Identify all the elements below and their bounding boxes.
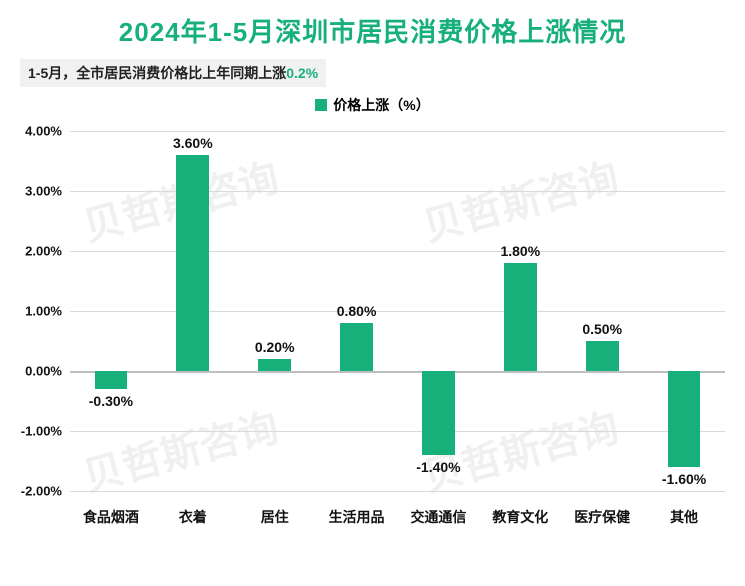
bar-value-label: 0.20% xyxy=(255,339,295,355)
gridline xyxy=(70,371,725,373)
subtitle-text: 1-5月，全市居民消费价格比上年同期上涨 xyxy=(28,65,286,81)
x-axis: 食品烟酒 衣着 居住 生活用品 交通通信 教育文化 医疗保健 其他 xyxy=(70,501,725,531)
x-axis-label: 居住 xyxy=(261,507,289,527)
chart-area: -2.00%-1.00%0.00%1.00%2.00%3.00%4.00%-0.… xyxy=(70,121,725,531)
x-axis-label: 生活用品 xyxy=(329,507,385,527)
y-axis-label: 0.00% xyxy=(25,364,70,379)
x-axis-label: 教育文化 xyxy=(492,507,548,527)
bar-value-label: 3.60% xyxy=(173,135,213,151)
gridline xyxy=(70,191,725,192)
x-axis-label: 衣着 xyxy=(179,507,207,527)
gridline xyxy=(70,491,725,492)
bar-value-label: 0.50% xyxy=(582,321,622,337)
bar xyxy=(176,155,209,371)
y-axis-label: 2.00% xyxy=(25,244,70,259)
gridline xyxy=(70,251,725,252)
gridline xyxy=(70,311,725,312)
bar xyxy=(422,371,455,455)
gridline xyxy=(70,131,725,132)
subtitle: 1-5月，全市居民消费价格比上年同期上涨0.2% xyxy=(20,59,326,87)
legend-swatch xyxy=(315,99,327,111)
legend-label: 价格上涨（%） xyxy=(333,97,429,113)
gridline xyxy=(70,431,725,432)
bar-value-label: -1.60% xyxy=(662,471,706,487)
y-axis-label: -1.00% xyxy=(21,424,70,439)
x-axis-label: 食品烟酒 xyxy=(83,507,139,527)
bar xyxy=(340,323,373,371)
subtitle-highlight: 0.2% xyxy=(286,65,318,81)
bar-value-label: 0.80% xyxy=(337,303,377,319)
y-axis-label: 1.00% xyxy=(25,304,70,319)
y-axis-label: 4.00% xyxy=(25,124,70,139)
legend: 价格上涨（%） xyxy=(0,95,745,115)
plot-region: -2.00%-1.00%0.00%1.00%2.00%3.00%4.00%-0.… xyxy=(70,131,725,491)
bar-value-label: 1.80% xyxy=(500,243,540,259)
bar xyxy=(95,371,128,389)
bar-value-label: -1.40% xyxy=(416,459,460,475)
y-axis-label: 3.00% xyxy=(25,184,70,199)
chart-title: 2024年1-5月深圳市居民消费价格上涨情况 xyxy=(0,0,745,55)
bar xyxy=(668,371,701,467)
bar xyxy=(504,263,537,371)
x-axis-label: 医疗保健 xyxy=(574,507,630,527)
x-axis-label: 交通通信 xyxy=(410,507,466,527)
y-axis-label: -2.00% xyxy=(21,484,70,499)
bar xyxy=(258,359,291,371)
x-axis-label: 其他 xyxy=(670,507,698,527)
bar xyxy=(586,341,619,371)
bar-value-label: -0.30% xyxy=(89,393,133,409)
